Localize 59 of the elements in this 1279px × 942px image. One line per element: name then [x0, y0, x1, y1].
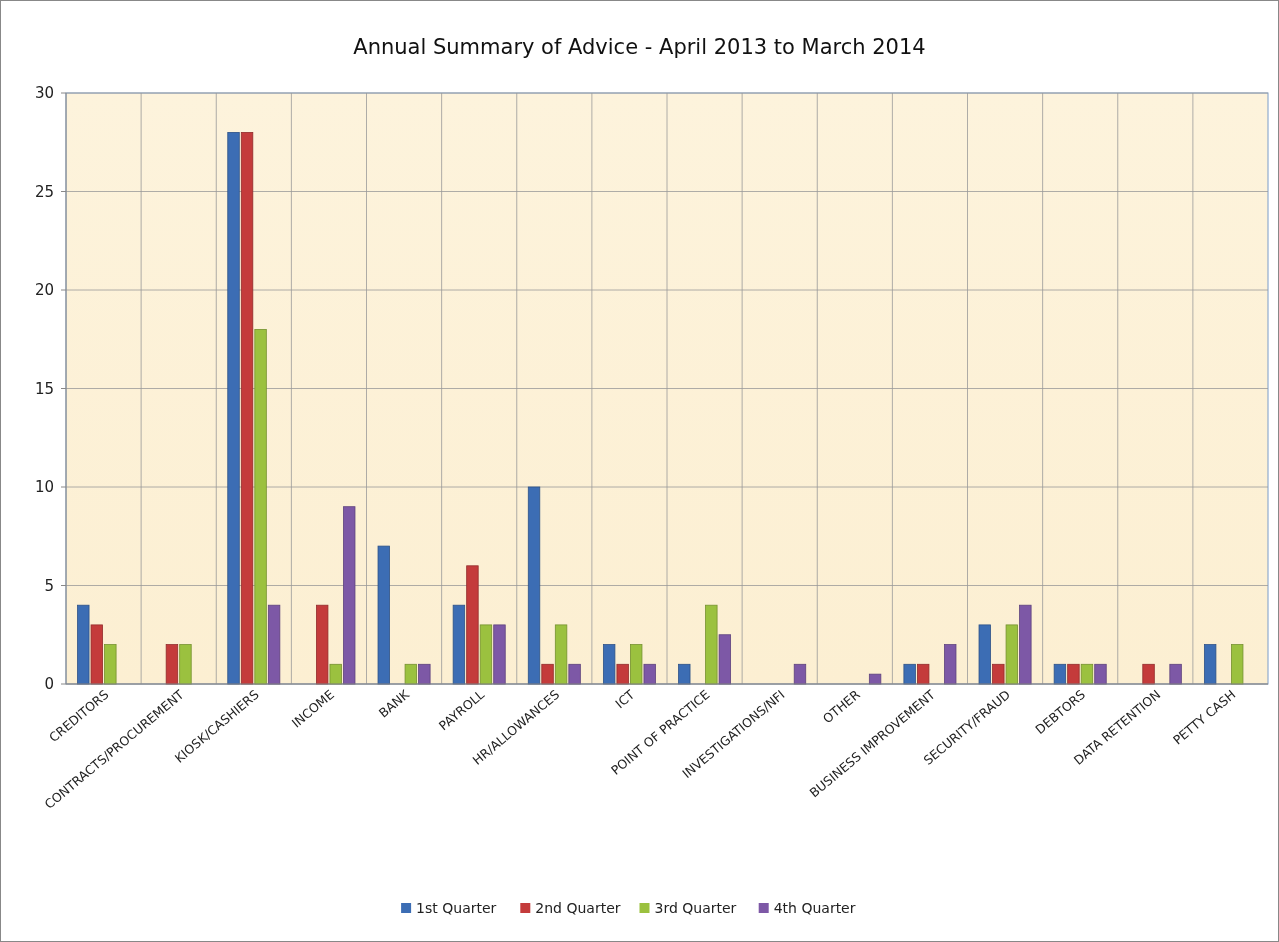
- bar: [240, 132, 254, 685]
- bar: [1067, 663, 1080, 685]
- y-tick-label: 10: [34, 478, 54, 497]
- bar: [316, 604, 329, 685]
- bar: [602, 644, 616, 685]
- bar: [493, 624, 506, 685]
- legend-label: 3rd Quarter: [654, 900, 737, 916]
- bar: [643, 663, 656, 685]
- y-tick-label: 30: [34, 84, 54, 103]
- bar: [329, 663, 342, 685]
- bar: [479, 624, 493, 685]
- bar: [418, 663, 431, 685]
- bar: [452, 604, 466, 685]
- bar: [377, 545, 390, 685]
- bar: [616, 663, 629, 685]
- bar: [267, 604, 281, 685]
- bar: [1053, 663, 1067, 685]
- bar: [1094, 663, 1107, 685]
- y-tick-label: 25: [34, 182, 54, 201]
- bar: [705, 604, 718, 685]
- bar: [978, 624, 991, 685]
- bar: [179, 644, 192, 685]
- bar: [227, 132, 240, 685]
- bar: [1203, 644, 1217, 685]
- bar: [917, 663, 930, 685]
- bar: [254, 329, 267, 685]
- bar: [1005, 624, 1018, 685]
- bar: [1169, 663, 1182, 685]
- bar: [1142, 663, 1155, 685]
- x-tick-label: ICT: [612, 686, 638, 712]
- y-tick-label: 20: [34, 281, 54, 300]
- bar: [992, 663, 1005, 685]
- bar: [466, 565, 479, 685]
- legend-label: 4th Quarter: [773, 900, 856, 916]
- bar: [104, 644, 117, 685]
- legend-label: 2nd Quarter: [535, 900, 621, 916]
- bar: [568, 663, 581, 685]
- bar: [554, 624, 568, 685]
- y-tick-label: 0: [44, 675, 54, 694]
- bar: [1231, 644, 1244, 685]
- bar: [404, 663, 417, 685]
- bar: [630, 644, 643, 685]
- y-tick-label: 5: [44, 576, 54, 595]
- bar: [718, 634, 732, 685]
- y-tick-label: 15: [34, 379, 54, 398]
- legend-label: 1st Quarter: [416, 900, 497, 916]
- bar: [1080, 663, 1094, 685]
- bar: [527, 486, 541, 685]
- chart-title: Annual Summary of Advice - April 2013 to March 2014: [353, 35, 926, 59]
- bar: [541, 663, 554, 685]
- bar: [903, 663, 916, 685]
- bar: [77, 604, 90, 685]
- bar: [343, 506, 356, 685]
- bar: [165, 644, 179, 685]
- bar: [793, 663, 807, 685]
- bar: [1019, 604, 1032, 685]
- bar: [90, 624, 103, 685]
- bar: [678, 663, 691, 685]
- bar: [944, 644, 957, 685]
